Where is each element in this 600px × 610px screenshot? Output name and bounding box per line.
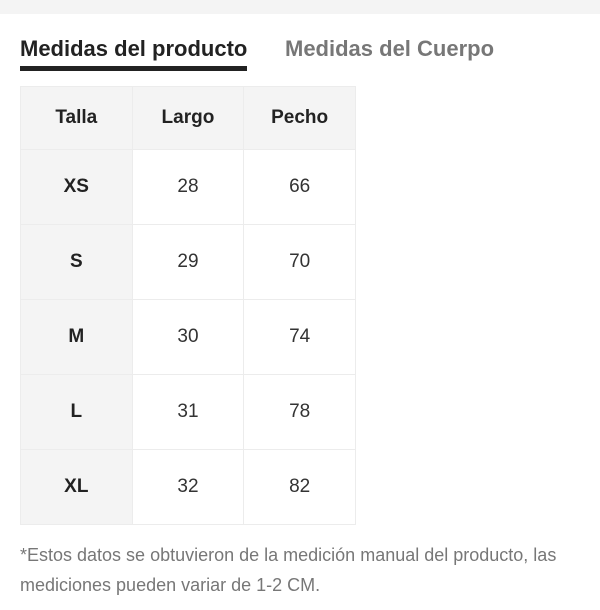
- value-cell: 29: [131, 224, 245, 300]
- value-cell: 32: [131, 449, 245, 525]
- value-cell: 66: [243, 149, 356, 225]
- value-cell: 82: [243, 449, 356, 525]
- value-cell: 31: [131, 374, 245, 450]
- size-table: Talla Largo Pecho XS 28 66 S 29 70 M 30 74 L 31 78 X…: [20, 86, 356, 525]
- value-cell: 70: [243, 224, 356, 300]
- size-cell: XL: [20, 449, 133, 525]
- header-cell: Talla: [20, 86, 133, 150]
- header-cell: Pecho: [243, 86, 356, 150]
- table-row: L 31 78: [20, 374, 356, 450]
- value-cell: 28: [131, 149, 245, 225]
- tab-body-measurements[interactable]: Medidas del Cuerpo: [285, 36, 495, 61]
- table-header: Talla Largo Pecho: [20, 86, 356, 150]
- value-cell: 78: [243, 374, 356, 450]
- value-cell: 30: [131, 299, 245, 375]
- table-row: XL 32 82: [20, 449, 356, 525]
- table-row: M 30 74: [20, 299, 356, 375]
- header-cell: Largo: [131, 86, 245, 150]
- size-cell: XS: [20, 149, 133, 225]
- table-row: S 29 70: [20, 224, 356, 300]
- size-cell: S: [20, 224, 133, 300]
- table-row: XS 28 66: [20, 149, 356, 225]
- tab-product-measurements[interactable]: Medidas del producto: [20, 36, 248, 71]
- size-cell: M: [20, 299, 133, 375]
- value-cell: 74: [243, 299, 356, 375]
- measurement-note: *Estos datos se obtuvieron de la medició…: [20, 545, 557, 595]
- top-bar: [0, 0, 600, 14]
- size-cell: L: [20, 374, 133, 450]
